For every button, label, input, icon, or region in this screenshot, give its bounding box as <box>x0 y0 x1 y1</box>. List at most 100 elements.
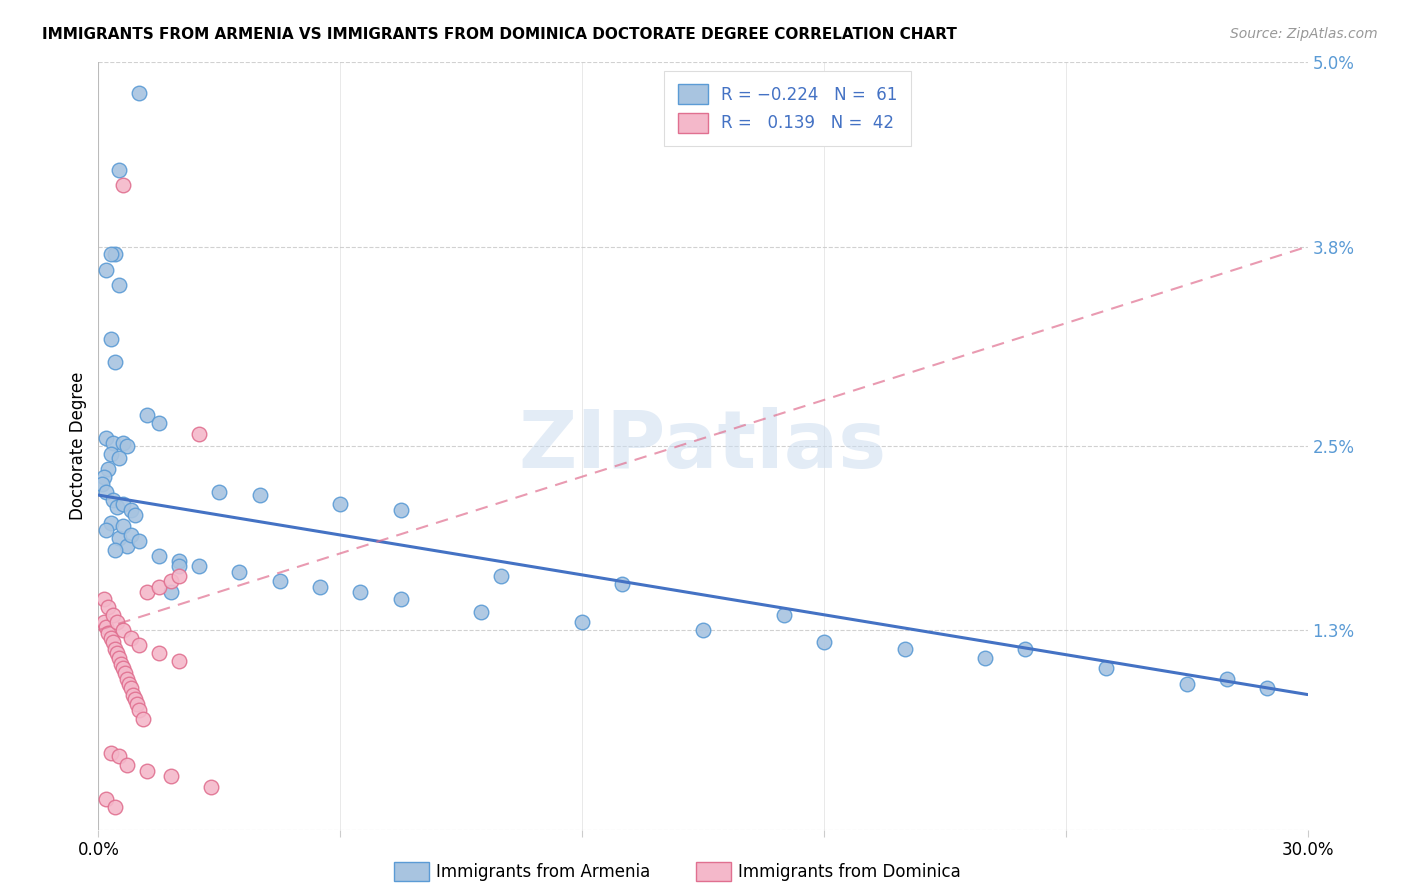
Point <box>101 607 124 622</box>
Point <box>128 86 150 100</box>
Point <box>309 580 332 594</box>
Point <box>107 531 129 545</box>
Point <box>893 641 915 656</box>
Text: Immigrants from Dominica: Immigrants from Dominica <box>738 863 960 881</box>
Point <box>772 607 794 622</box>
Point <box>120 528 142 542</box>
Point <box>188 426 211 441</box>
Point <box>128 703 150 717</box>
Point <box>101 492 124 507</box>
Point <box>120 631 142 645</box>
Point <box>100 447 122 461</box>
Point <box>1216 672 1239 686</box>
Legend: R = −0.224   N =  61, R =   0.139   N =  42: R = −0.224 N = 61, R = 0.139 N = 42 <box>665 70 911 146</box>
Point <box>269 574 291 588</box>
Point <box>100 332 122 346</box>
Point <box>160 584 183 599</box>
Text: ZIPatlas: ZIPatlas <box>519 407 887 485</box>
Text: Source: ZipAtlas.com: Source: ZipAtlas.com <box>1230 27 1378 41</box>
Point <box>93 469 115 483</box>
Point <box>148 416 170 430</box>
Point <box>111 661 134 675</box>
Point <box>160 574 183 588</box>
Point <box>571 615 593 630</box>
Point <box>107 748 129 763</box>
Point <box>96 431 118 445</box>
Point <box>111 623 134 637</box>
Point <box>105 615 128 630</box>
Point <box>1014 641 1036 656</box>
Point <box>97 462 120 476</box>
Point <box>114 666 136 681</box>
Point <box>100 247 122 261</box>
Point <box>91 477 114 491</box>
Point <box>148 549 170 564</box>
Point <box>1175 677 1198 691</box>
Point <box>1256 681 1278 696</box>
Text: Immigrants from Armenia: Immigrants from Armenia <box>436 863 650 881</box>
Point <box>103 354 125 368</box>
Point <box>101 436 124 450</box>
Point <box>128 639 150 653</box>
Point <box>120 503 142 517</box>
Point <box>96 792 118 806</box>
Point <box>115 758 138 772</box>
Point <box>97 600 120 615</box>
Point <box>111 436 134 450</box>
Point <box>329 497 352 511</box>
Point <box>135 409 157 423</box>
Point <box>107 277 129 292</box>
Y-axis label: Doctorate Degree: Doctorate Degree <box>69 372 87 520</box>
Point <box>107 650 129 665</box>
Point <box>125 697 148 711</box>
Point <box>167 558 190 573</box>
Point <box>93 592 115 607</box>
Point <box>111 497 134 511</box>
Point <box>200 780 222 794</box>
Point <box>107 451 129 466</box>
Point <box>93 615 115 630</box>
Point <box>111 518 134 533</box>
Point <box>128 534 150 549</box>
Point <box>167 654 190 668</box>
Point <box>96 262 118 277</box>
Point <box>148 580 170 594</box>
Point <box>103 641 125 656</box>
Point <box>115 439 138 453</box>
Point <box>107 162 129 177</box>
Point <box>491 569 513 583</box>
Point <box>389 592 412 607</box>
Point <box>249 488 271 502</box>
Point <box>228 565 250 579</box>
Point <box>118 677 141 691</box>
Point <box>389 503 412 517</box>
Point <box>96 485 118 500</box>
Point <box>115 539 138 553</box>
Point <box>124 692 146 706</box>
Point <box>135 764 157 779</box>
Point <box>470 605 492 619</box>
Point <box>167 554 190 568</box>
Point <box>105 500 128 515</box>
Text: IMMIGRANTS FROM ARMENIA VS IMMIGRANTS FROM DOMINICA DOCTORATE DEGREE CORRELATION: IMMIGRANTS FROM ARMENIA VS IMMIGRANTS FR… <box>42 27 957 42</box>
Point <box>1095 661 1118 675</box>
Point <box>96 524 118 538</box>
Point <box>349 584 371 599</box>
Point <box>100 516 122 530</box>
Point <box>188 558 211 573</box>
Point <box>120 681 142 696</box>
Point <box>121 688 143 702</box>
Point <box>103 247 125 261</box>
Point <box>103 543 125 558</box>
Point <box>135 584 157 599</box>
Point <box>103 799 125 814</box>
Point <box>100 631 122 645</box>
Point <box>208 485 231 500</box>
Point <box>100 746 122 760</box>
Point <box>612 577 634 591</box>
Point <box>124 508 146 522</box>
Point <box>692 623 714 637</box>
Point <box>132 712 155 726</box>
Point <box>97 626 120 640</box>
Point <box>115 672 138 686</box>
